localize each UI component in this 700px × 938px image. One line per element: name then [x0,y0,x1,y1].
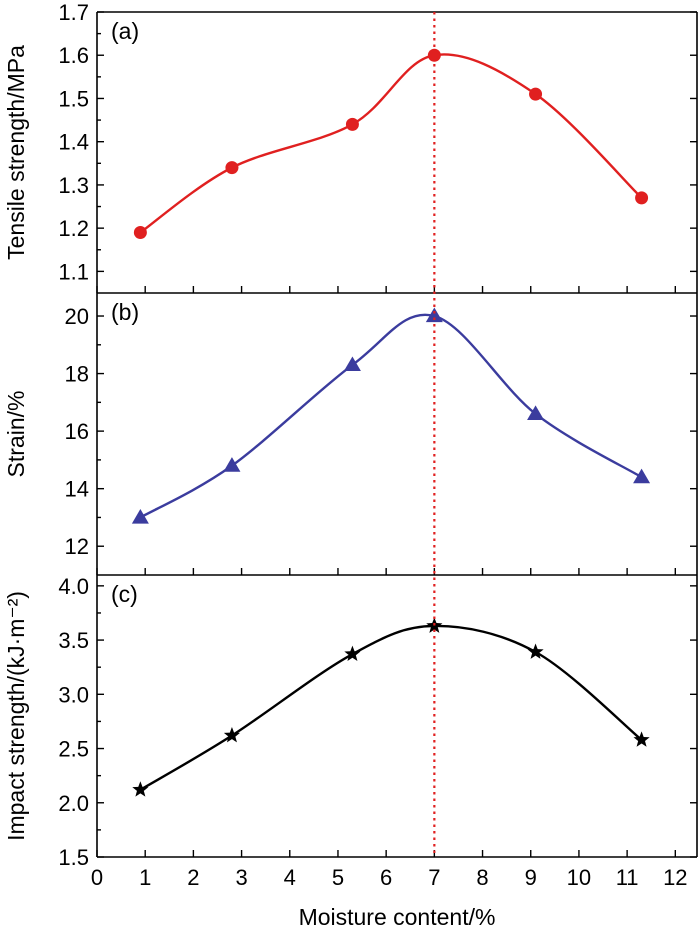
panel-0-data-point [427,48,441,62]
panel-1-y-axis-label: Strain/% [3,391,29,478]
panel-2-series-line [139,624,643,791]
panel-0-y-tick-label: 1.6 [58,43,89,68]
x-tick-label: 10 [567,865,591,890]
panel-2-data-point [344,645,361,662]
x-axis-label: Moisture content/% [299,904,496,930]
panel-1-y-tick-label: 18 [65,362,89,387]
panel-2-data-point [527,643,544,659]
panel-0-y-tick-label: 1.2 [58,216,89,241]
panel-1-label: (b) [111,299,139,325]
x-tick-label: 0 [91,865,103,890]
panel-1-series-line [139,313,643,519]
panel-2-y-tick-label: 4.0 [58,574,89,599]
panel-1-data-point [343,356,361,372]
panel-0-series-line [139,53,643,234]
panel-1-data-point [223,457,241,472]
panel-1-data-point [633,468,651,484]
panel-2-y-tick-label: 2.0 [58,791,89,816]
panel-0-data-point [635,191,649,205]
panel-2: 1.5 2.0 2.5 3.0 3.5 4.0 Impact strength/(kJ·m⁻… [3,574,697,870]
panel-0-data-point [529,87,543,101]
panel-1: 12 14 16 18 20 Strain/% (b) [3,293,697,575]
panel-2-y-tick-label: 2.5 [58,737,89,762]
panel-0-y-axis-label: Tensile strength/MPa [3,45,29,260]
panel-0-data-point [225,161,239,175]
x-tick-label: 11 [616,865,639,890]
x-tick-label: 1 [139,865,151,890]
panel-0-data-point [133,225,147,239]
x-tick-label: 5 [332,865,344,890]
panel-2-label: (c) [111,581,138,607]
panel-0-y-tick-label: 1.5 [58,86,89,111]
panel-0-y-tick-label: 1.3 [58,173,89,198]
x-tick-label: 3 [235,865,247,890]
x-tick-label: 4 [284,865,296,890]
x-tick-label: 6 [380,865,392,890]
panel-1-data-point [527,405,545,420]
panel-2-y-tick-label: 1.5 [58,845,89,870]
panel-0: 1.1 1.2 1.3 1.4 1.5 1.6 1.7 Tensile strength/MP… [3,0,697,293]
panel-0-label: (a) [111,18,139,44]
x-tick-label: 2 [187,865,199,890]
panel-0-y-tick-label: 1.4 [58,130,89,155]
panel-1-data-point [131,508,149,524]
x-tick-label: 9 [525,865,537,890]
panel-1-y-tick-label: 16 [65,419,89,444]
panel-0-y-tick-label: 1.1 [58,259,89,284]
panel-0-data-point [345,117,359,131]
panel-2-data-point [132,781,149,797]
panel-1-y-tick-label: 12 [65,534,89,559]
x-tick-label: 8 [476,865,488,890]
panel-1-data-point [425,307,443,323]
panel-2-y-tick-label: 3.0 [58,682,89,707]
panel-2-data-point [633,731,650,747]
panel-2-y-axis-label: Impact strength/(kJ·m⁻²) [3,591,29,841]
x-tick-label: 7 [428,865,440,890]
panel-1-y-tick-label: 14 [65,477,89,502]
panel-1-y-tick-label: 20 [65,304,89,329]
x-tick-label: 12 [663,865,687,890]
panel-2-data-point [223,727,241,743]
panel-0-y-tick-label: 1.7 [58,0,89,25]
panel-2-y-tick-label: 3.5 [58,628,89,653]
